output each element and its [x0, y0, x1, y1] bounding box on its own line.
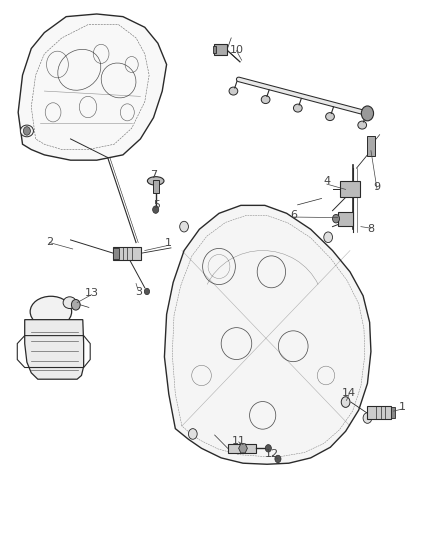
Ellipse shape [63, 297, 76, 309]
Ellipse shape [261, 95, 270, 103]
Ellipse shape [293, 104, 302, 112]
Bar [391, 407, 395, 418]
Bar [228, 443, 256, 453]
Text: 3: 3 [135, 287, 142, 297]
Text: 4: 4 [323, 176, 330, 187]
Circle shape [145, 288, 150, 295]
Circle shape [332, 214, 339, 223]
Bar [367, 406, 391, 419]
Circle shape [275, 455, 281, 463]
Polygon shape [25, 320, 84, 379]
Circle shape [265, 445, 272, 452]
Circle shape [341, 397, 350, 407]
Text: 6: 6 [290, 211, 297, 221]
Text: 5: 5 [153, 200, 160, 211]
Text: 2: 2 [46, 237, 53, 247]
Circle shape [71, 300, 80, 310]
Text: 9: 9 [374, 182, 381, 192]
Circle shape [363, 413, 372, 423]
Text: 13: 13 [85, 288, 99, 298]
Text: 12: 12 [265, 449, 279, 458]
Circle shape [188, 429, 197, 439]
Bar [113, 248, 119, 259]
Ellipse shape [358, 121, 367, 129]
Text: 8: 8 [367, 224, 374, 235]
Circle shape [361, 106, 374, 121]
Text: 7: 7 [150, 170, 157, 180]
Text: 10: 10 [230, 45, 244, 54]
Text: 11: 11 [232, 436, 246, 446]
Ellipse shape [325, 112, 334, 120]
Ellipse shape [148, 176, 164, 185]
Circle shape [324, 232, 332, 243]
Bar [214, 44, 227, 55]
Bar [367, 136, 375, 156]
Ellipse shape [229, 87, 238, 95]
Circle shape [23, 127, 30, 135]
Circle shape [152, 206, 159, 213]
Bar [338, 212, 353, 225]
Bar [152, 180, 159, 193]
Polygon shape [164, 205, 371, 464]
Polygon shape [239, 443, 247, 453]
Ellipse shape [20, 125, 33, 137]
Bar [340, 181, 360, 197]
Circle shape [180, 221, 188, 232]
Text: 1: 1 [399, 402, 406, 413]
Text: 14: 14 [342, 388, 356, 398]
Ellipse shape [30, 296, 72, 327]
Bar [213, 46, 216, 53]
Text: 1: 1 [165, 238, 172, 247]
Bar [113, 247, 141, 260]
Polygon shape [18, 14, 166, 160]
